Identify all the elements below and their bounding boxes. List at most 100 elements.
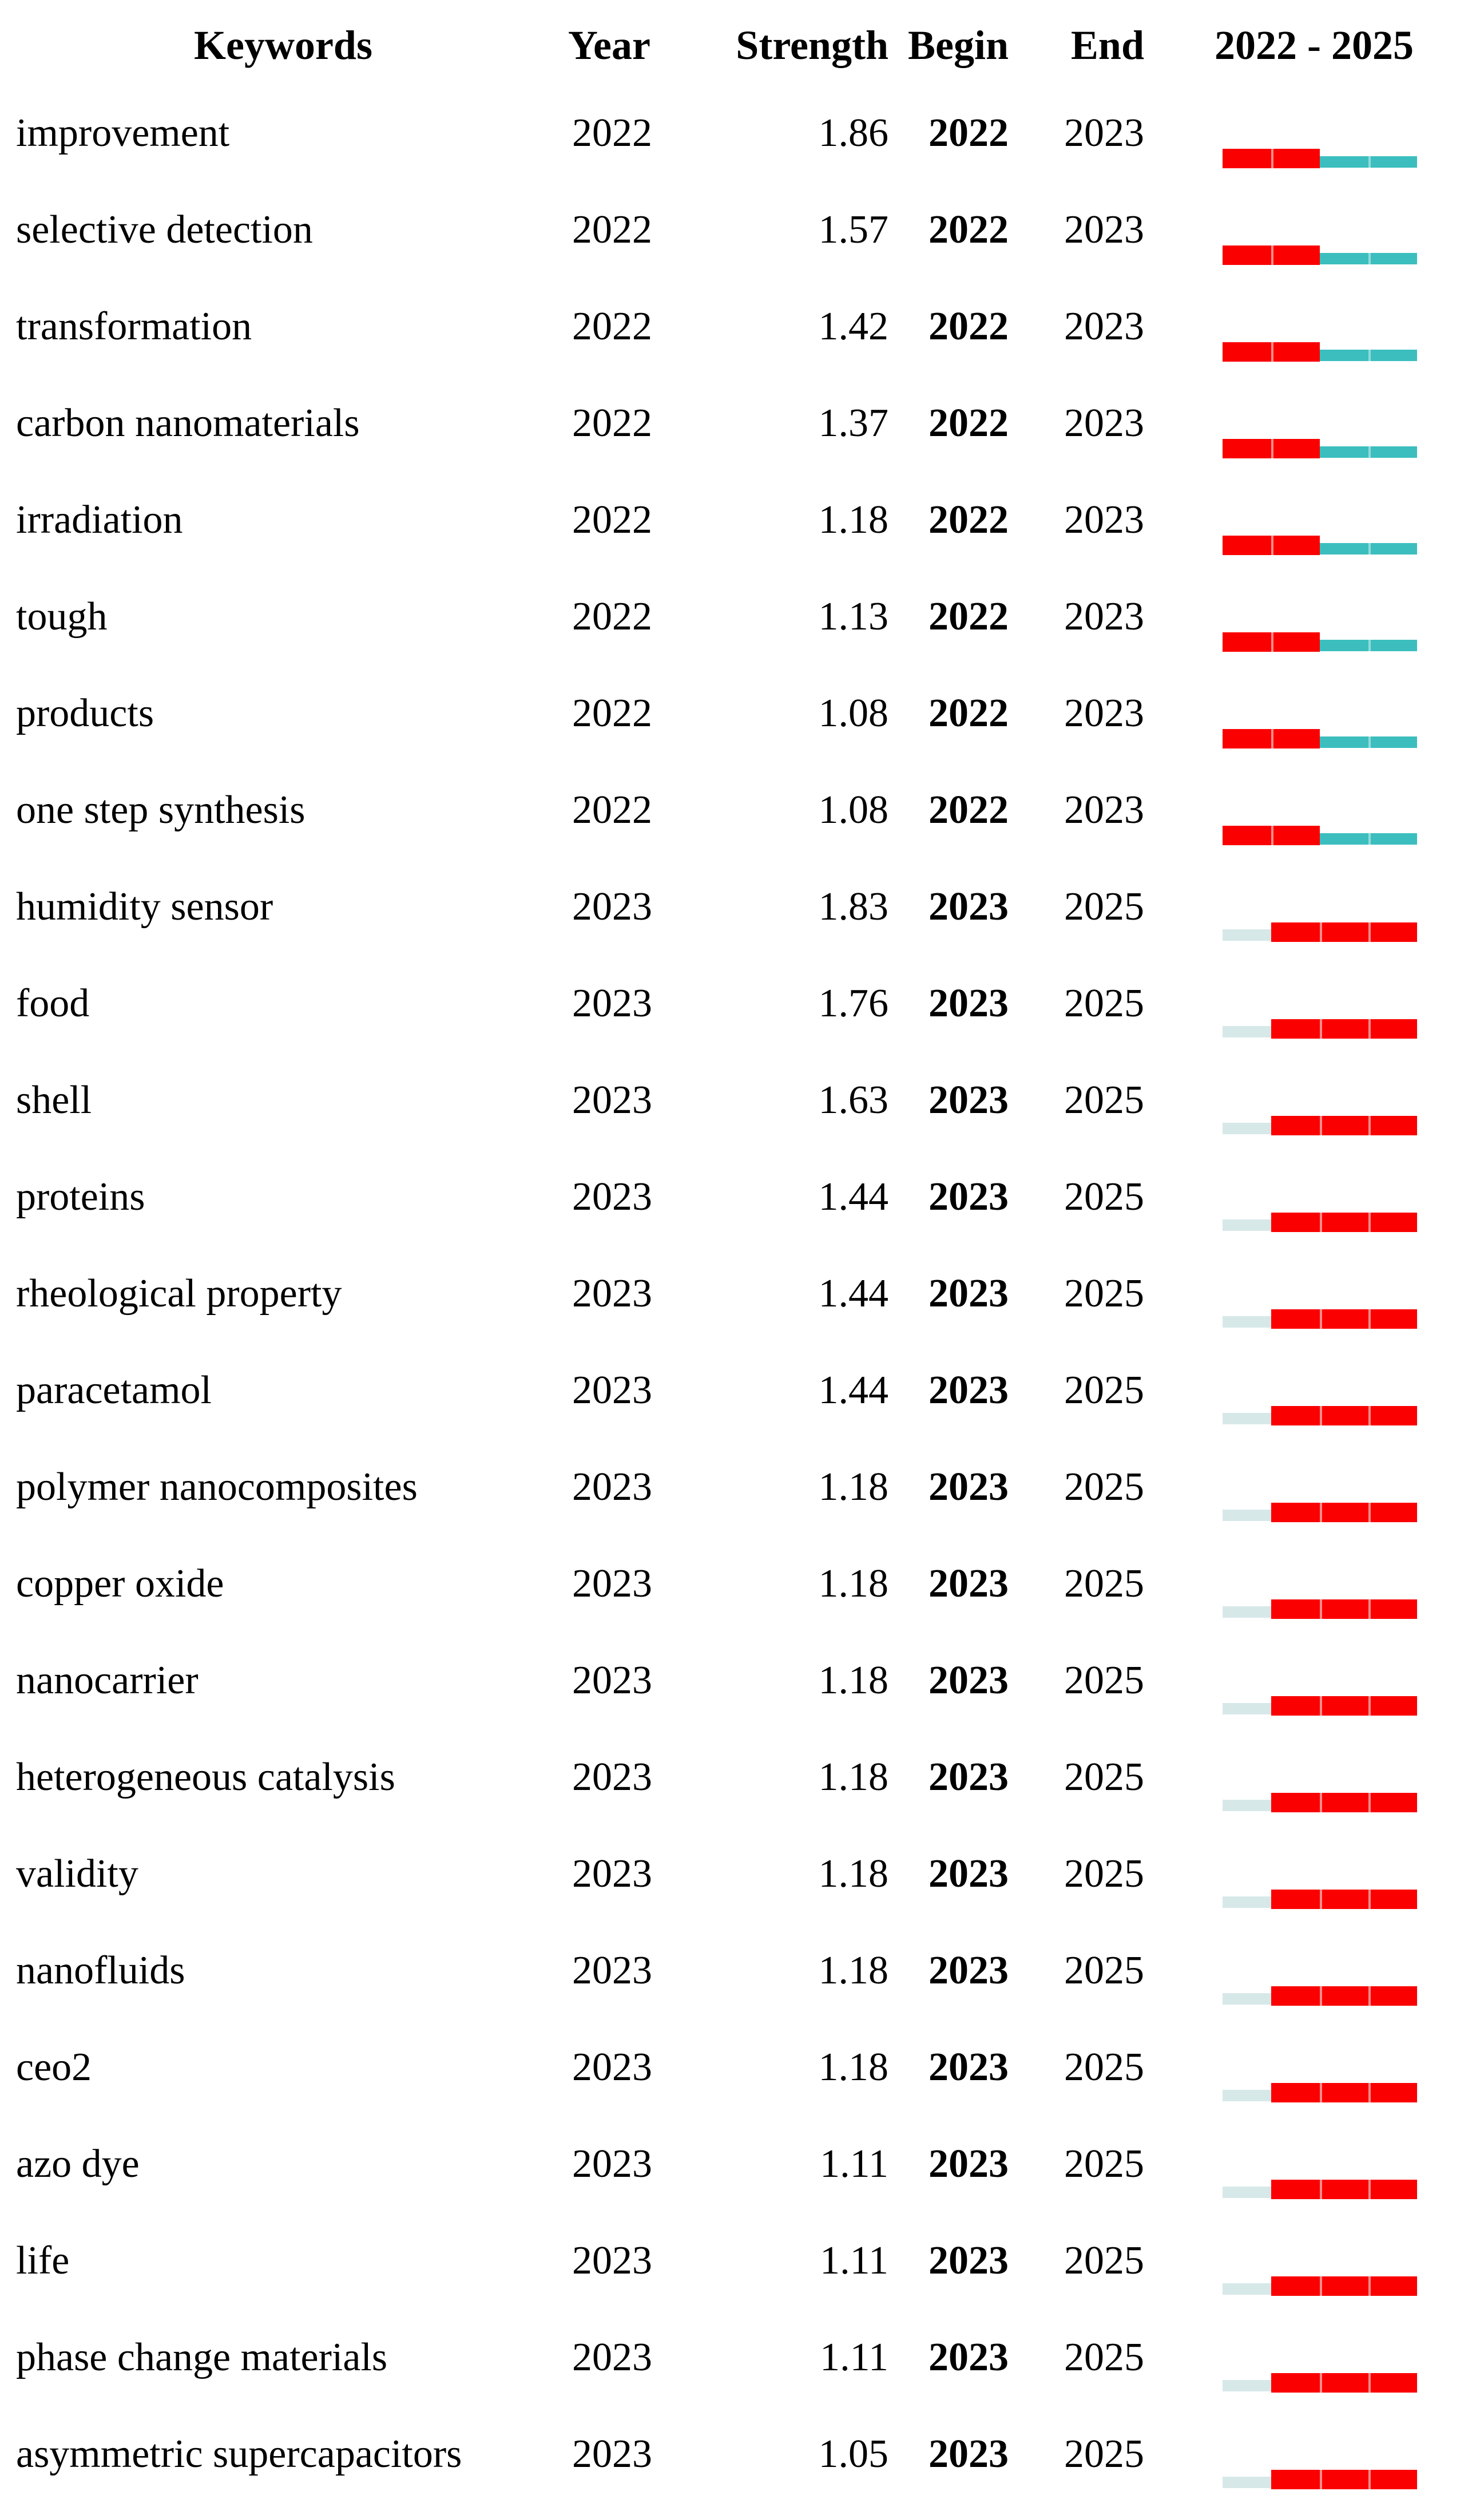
bar-segment-2023-burst — [1271, 149, 1320, 168]
strength-cell: 1.86 — [818, 110, 889, 155]
end-cell: 2025 — [1064, 1851, 1144, 1896]
bar-segment-2023-burst — [1271, 922, 1320, 942]
keyword-cell: phase change materials — [16, 2335, 388, 2379]
end-cell: 2025 — [1064, 981, 1144, 1025]
bar-segment-2022-pre — [1223, 2477, 1271, 2488]
year-cell: 2023 — [572, 1948, 652, 1993]
year-cell: 2023 — [572, 2431, 652, 2476]
table-row: azo dye 2023 1.11 2023 2025 — [0, 2116, 1484, 2212]
bar-segment-2023-burst — [1271, 1503, 1320, 1522]
keyword-cell: copper oxide — [16, 1561, 224, 1606]
bar-segment-2025-burst — [1368, 1116, 1417, 1135]
bar-segment-2024-burst — [1320, 1599, 1368, 1619]
bar-segment-2022-pre — [1223, 1606, 1271, 1618]
strength-cell: 1.18 — [818, 1561, 889, 1606]
keyword-cell: shell — [16, 1078, 92, 1122]
table-body: improvement 2022 1.86 2022 2023 selectiv… — [0, 85, 1484, 2499]
burst-bar — [1223, 1503, 1417, 1522]
year-cell: 2023 — [572, 2238, 652, 2283]
begin-cell: 2022 — [929, 110, 1009, 155]
bar-segment-2022-pre — [1223, 1219, 1271, 1231]
table-header-row: Keywords Year Strength Begin End 2022 - … — [0, 6, 1484, 85]
table-row: irradiation 2022 1.18 2022 2023 — [0, 472, 1484, 568]
end-cell: 2025 — [1064, 1755, 1144, 1799]
year-cell: 2023 — [572, 1078, 652, 1122]
bar-segment-2024-post — [1320, 156, 1368, 168]
strength-cell: 1.37 — [818, 401, 889, 445]
strength-cell: 1.18 — [818, 2045, 889, 2089]
bar-segment-2025-burst — [1368, 2276, 1417, 2296]
year-cell: 2023 — [572, 1851, 652, 1896]
strength-cell: 1.44 — [818, 1174, 889, 1219]
year-cell: 2023 — [572, 981, 652, 1025]
bar-segment-2024-post — [1320, 640, 1368, 651]
bar-segment-2025-burst — [1368, 2180, 1417, 2199]
bar-segment-2025-post — [1368, 156, 1417, 168]
bar-segment-2022-burst — [1223, 439, 1271, 458]
keyword-cell: rheological property — [16, 1271, 342, 1316]
bar-segment-2025-burst — [1368, 1503, 1417, 1522]
bar-segment-2022-pre — [1223, 1510, 1271, 1521]
bar-segment-2024-burst — [1320, 1986, 1368, 2006]
begin-cell: 2023 — [929, 1174, 1009, 1219]
begin-cell: 2023 — [929, 2238, 1009, 2283]
year-cell: 2022 — [572, 497, 652, 542]
year-cell: 2023 — [572, 1464, 652, 1509]
bar-segment-2024-post — [1320, 833, 1368, 845]
bar-segment-2024-burst — [1320, 1503, 1368, 1522]
year-cell: 2022 — [572, 787, 652, 832]
table-row: improvement 2022 1.86 2022 2023 — [0, 85, 1484, 181]
begin-cell: 2023 — [929, 981, 1009, 1025]
bar-segment-2024-post — [1320, 350, 1368, 361]
year-cell: 2023 — [572, 2141, 652, 2186]
bar-segment-2022-pre — [1223, 1413, 1271, 1424]
end-cell: 2025 — [1064, 1658, 1144, 1702]
bar-segment-2023-burst — [1271, 1019, 1320, 1039]
bar-segment-2025-post — [1368, 833, 1417, 845]
table-row: one step synthesis 2022 1.08 2022 2023 — [0, 762, 1484, 858]
end-cell: 2025 — [1064, 1368, 1144, 1412]
year-cell: 2023 — [572, 1368, 652, 1412]
end-cell: 2023 — [1064, 207, 1144, 252]
year-cell: 2023 — [572, 1561, 652, 1606]
bar-segment-2025-burst — [1368, 2470, 1417, 2489]
table-row: selective detection 2022 1.57 2022 2023 — [0, 181, 1484, 278]
end-cell: 2025 — [1064, 1464, 1144, 1509]
year-cell: 2023 — [572, 1755, 652, 1799]
burst-bar — [1223, 1116, 1417, 1135]
strength-cell: 1.42 — [818, 304, 889, 348]
bar-segment-2023-burst — [1271, 2470, 1320, 2489]
table-row: products 2022 1.08 2022 2023 — [0, 665, 1484, 762]
year-cell: 2022 — [572, 304, 652, 348]
header-period-range: 2022 - 2025 — [1215, 22, 1414, 68]
strength-cell: 1.11 — [820, 2141, 888, 2186]
begin-cell: 2023 — [929, 1658, 1009, 1702]
begin-cell: 2022 — [929, 691, 1009, 735]
table-row: shell 2023 1.63 2023 2025 — [0, 1052, 1484, 1148]
strength-cell: 1.11 — [820, 2335, 888, 2379]
bar-segment-2024-post — [1320, 253, 1368, 264]
table-row: humidity sensor 2023 1.83 2023 2025 — [0, 858, 1484, 955]
keyword-cell: asymmetric supercapacitors — [16, 2431, 462, 2476]
table-row: validity 2023 1.18 2023 2025 — [0, 1825, 1484, 1922]
end-cell: 2023 — [1064, 787, 1144, 832]
header-end: End — [1070, 22, 1144, 68]
bar-segment-2025-post — [1368, 543, 1417, 555]
burst-bar — [1223, 922, 1417, 942]
bar-segment-2024-burst — [1320, 1213, 1368, 1232]
table-row: rheological property 2023 1.44 2023 2025 — [0, 1245, 1484, 1342]
table-row: life 2023 1.11 2023 2025 — [0, 2212, 1484, 2309]
strength-cell: 1.05 — [818, 2431, 889, 2476]
burst-bar — [1223, 2373, 1417, 2393]
header-year: Year — [568, 22, 650, 68]
burst-bar — [1223, 1890, 1417, 1909]
table-row: food 2023 1.76 2023 2025 — [0, 955, 1484, 1052]
bar-segment-2023-burst — [1271, 536, 1320, 555]
begin-cell: 2023 — [929, 1948, 1009, 1993]
bar-segment-2022-pre — [1223, 929, 1271, 941]
end-cell: 2025 — [1064, 2238, 1144, 2283]
strength-cell: 1.83 — [818, 884, 889, 929]
bar-segment-2024-burst — [1320, 2276, 1368, 2296]
begin-cell: 2023 — [929, 2045, 1009, 2089]
bar-segment-2022-pre — [1223, 2283, 1271, 2295]
